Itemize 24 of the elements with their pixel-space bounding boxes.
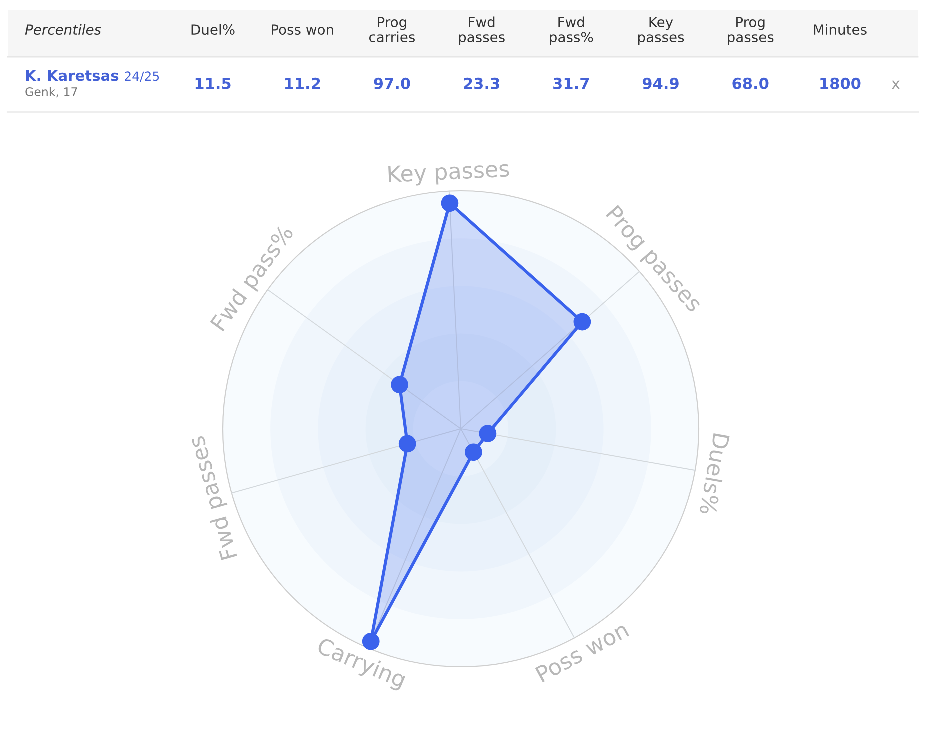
text: Genk, 17 [26,87,78,98]
text: x [892,80,900,90]
data-label: 11.5 [196,78,231,90]
category-label: Poss won [272,24,334,36]
category-label: Prog passes [728,17,774,46]
spoke-label: Duels% [699,433,730,516]
category-label: Key passes [638,17,684,46]
data-label: 68.0 [732,78,769,90]
data-label: 1800 [820,78,861,90]
data-label: 11.2 [285,78,320,90]
spoke-label: Fwd passes [187,434,242,561]
spoke-label: Poss won [535,621,630,683]
data-label: 31.7 [554,78,590,90]
data-label: 23.3 [464,78,500,90]
text: Percentiles [25,24,102,36]
category-label: Duel% [192,24,235,36]
category-label: Prog carries [369,17,416,43]
data-label: 97.0 [374,78,410,90]
category-label: Minutes [814,24,867,36]
legend-label: K. Karetsas 24/25 [26,70,160,82]
data-label: 94.9 [642,78,679,90]
category-label: Fwd pass% [550,16,594,46]
category-label: Fwd passes [459,16,505,46]
spoke-label: Key passes [388,160,510,188]
